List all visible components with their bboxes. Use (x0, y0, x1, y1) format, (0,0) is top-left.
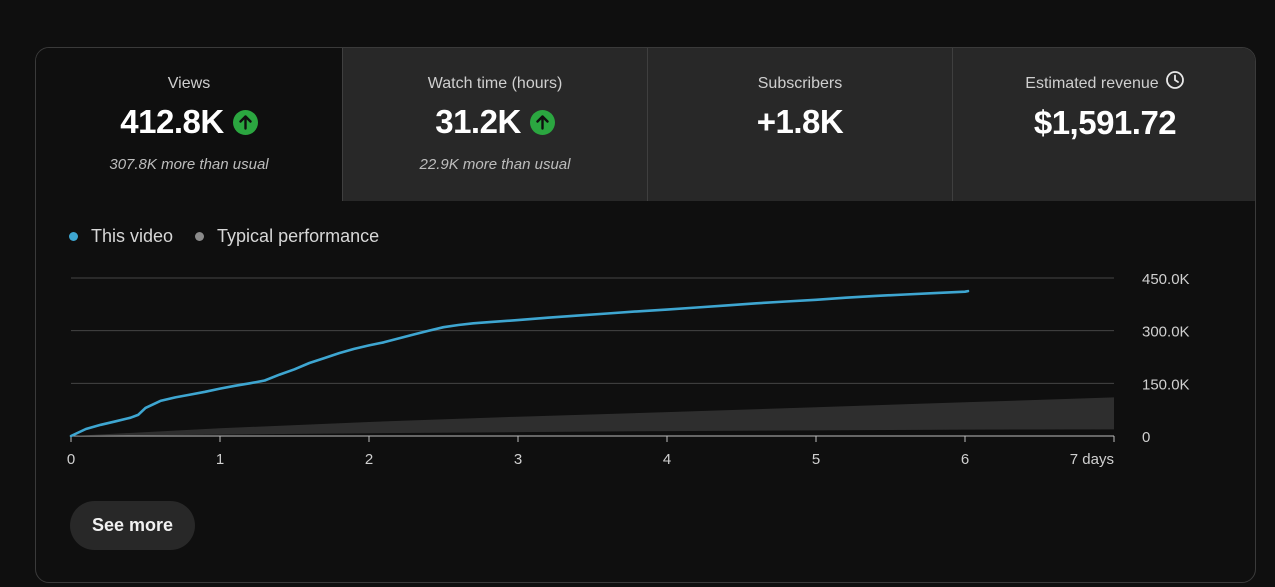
x-tick-label: 5 (812, 451, 820, 468)
views-comparison: 307.8K more than usual (109, 156, 269, 173)
clock-icon (1165, 70, 1185, 95)
arrow-up-circle-icon (529, 109, 555, 135)
x-tick-label: 6 (961, 451, 969, 468)
tab-estimated-revenue[interactable]: Estimated revenue $1,591.72 (952, 48, 1255, 201)
legend-label: Typical performance (217, 226, 380, 246)
revenue-value: $1,591.72 (1033, 104, 1177, 141)
this-video-line (69, 289, 970, 438)
subscribers-value: +1.8K (756, 103, 844, 140)
legend-item-typical-performance[interactable]: Typical performance (195, 226, 379, 247)
watch-time-label: Watch time (hours) (427, 75, 563, 92)
subscribers-label: Subscribers (757, 75, 843, 92)
chart-legend: This video Typical performance (69, 226, 401, 247)
x-tick-label: 0 (67, 451, 75, 468)
legend-dot (195, 232, 205, 241)
x-tick-label: 7 days (1070, 451, 1114, 468)
legend-item-this-video[interactable]: This video (69, 226, 173, 247)
y-tick-label: 0 (1142, 429, 1150, 446)
y-tick-label: 450.0K (1142, 271, 1190, 288)
y-tick-label: 300.0K (1142, 324, 1190, 341)
y-tick-label: 150.0K (1142, 376, 1190, 393)
x-tick-label: 4 (663, 451, 671, 468)
tab-watch-time[interactable]: Watch time (hours) 31.2K 22.9K more than… (342, 48, 647, 201)
arrow-up-circle-icon (232, 109, 258, 135)
tab-views[interactable]: Views 412.8K 307.8K more than usual (36, 48, 342, 201)
see-more-button[interactable]: See more (70, 501, 195, 550)
metric-tabs: Views 412.8K 307.8K more than usual Watc… (36, 48, 1255, 201)
revenue-label: Estimated revenue (1025, 75, 1159, 92)
views-label: Views (167, 75, 211, 92)
x-tick-label: 1 (216, 451, 224, 468)
tab-subscribers[interactable]: Subscribers +1.8K (647, 48, 952, 201)
x-tick-label: 3 (514, 451, 522, 468)
legend-label: This video (91, 226, 174, 246)
legend-dot (69, 232, 78, 241)
views-value: 412.8K (120, 103, 224, 140)
watch-time-value: 31.2K (435, 103, 521, 140)
watch-time-comparison: 22.9K more than usual (419, 156, 571, 173)
x-tick-label: 2 (365, 451, 373, 468)
video-performance-card: Views 412.8K 307.8K more than usual Watc… (35, 47, 1256, 583)
views-line-chart: 0 150.0K 300.0K 450.0K 0 1 2 3 4 5 6 7 days (67, 271, 1190, 468)
typical-performance-area (71, 397, 1114, 436)
